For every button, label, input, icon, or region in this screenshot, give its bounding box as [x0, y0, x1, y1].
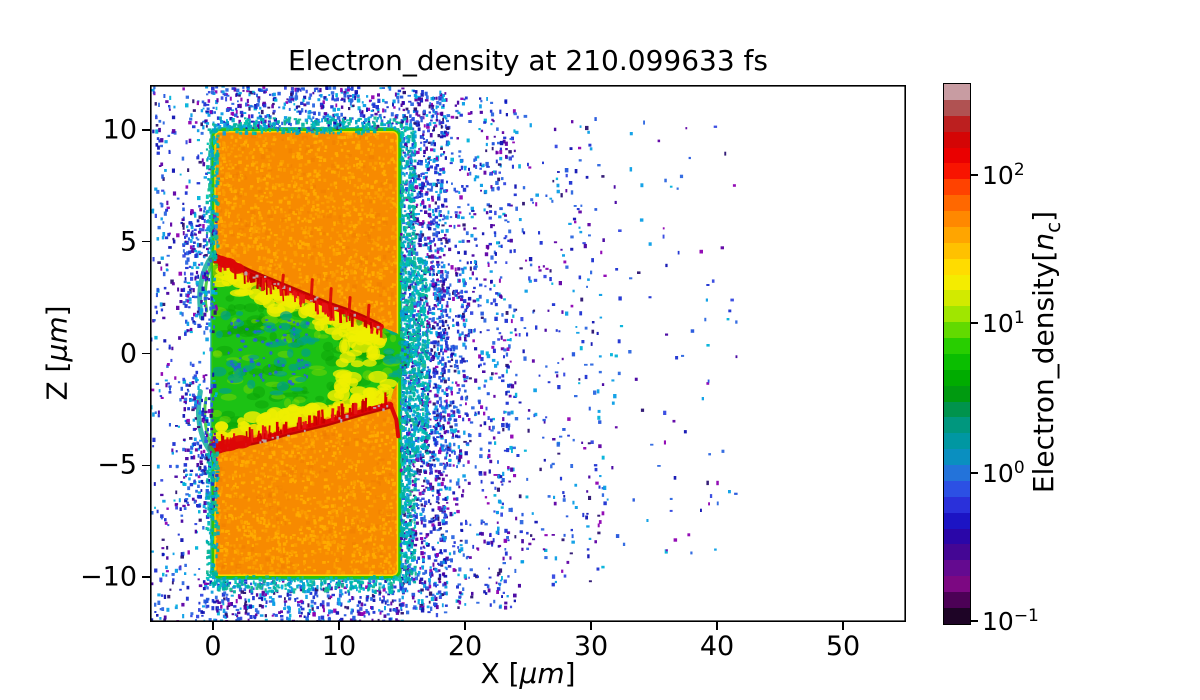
x-tick-mark	[212, 622, 214, 630]
colorbar-band	[944, 99, 970, 116]
scatter-field-16	[205, 451, 220, 583]
colorbar-band	[944, 338, 970, 354]
y-tick-label: −5	[97, 449, 137, 481]
colorbar-band	[944, 179, 970, 196]
scatter-field-13	[399, 126, 418, 267]
scatter-field-18	[209, 575, 404, 594]
colorbar-band	[944, 385, 970, 402]
colorbar-band	[944, 195, 970, 211]
colorbar-band	[944, 480, 970, 497]
y-tick-mark	[142, 128, 150, 131]
colorbar-band	[944, 163, 970, 180]
y-tick-mark	[142, 352, 150, 355]
scatter-field-14	[399, 443, 418, 585]
y-tick-label: −10	[80, 561, 137, 593]
y-tick-label: 0	[119, 338, 137, 369]
x-tick-mark	[464, 622, 466, 630]
scatter-field-3	[606, 120, 738, 555]
colorbar-label: Electron_density[nc]	[1027, 210, 1065, 494]
scatter-field-10	[181, 209, 218, 335]
y-axis-label-name: Z	[40, 381, 74, 401]
y-axis-label: Z [μm]	[40, 305, 74, 401]
x-tick-label: 30	[573, 631, 609, 662]
colorbar-band	[944, 560, 970, 577]
colorbar-band	[944, 242, 970, 259]
scatter-field-17	[209, 116, 408, 137]
colorbar-band	[944, 544, 970, 561]
colorbar-band	[944, 84, 970, 100]
colorbar-tick-label: 101	[982, 307, 1025, 339]
x-tick-mark	[338, 622, 340, 630]
colorbar-band	[944, 433, 970, 450]
colorbar-tick-label: 100	[982, 457, 1025, 489]
colorbar-band	[944, 306, 970, 323]
colorbar-band	[944, 258, 970, 275]
colorbar-band	[944, 369, 970, 386]
plot-canvas	[150, 85, 906, 622]
colorbar-band	[944, 496, 970, 513]
x-tick-mark	[590, 622, 592, 630]
colorbar-band	[944, 576, 970, 592]
x-axis-label: X [μm]	[480, 657, 576, 690]
y-tick-mark	[142, 240, 150, 243]
scatter-field-2	[516, 114, 607, 588]
scatter-field-12	[399, 257, 431, 455]
x-tick-mark	[842, 622, 844, 630]
x-tick-label: 0	[204, 631, 222, 662]
colorbar-band	[944, 528, 970, 545]
colorbar-label-symbol: n	[1027, 232, 1061, 251]
axes-frame	[150, 85, 906, 622]
colorbar-band	[944, 147, 970, 164]
scatter-field-15	[205, 126, 220, 260]
colorbar-band	[944, 512, 970, 529]
colorbar-band	[944, 131, 970, 148]
x-tick-label: 10	[321, 631, 357, 662]
colorbar	[943, 83, 971, 625]
y-tick-mark	[142, 464, 150, 467]
colorbar-band	[944, 353, 970, 370]
colorbar-band	[944, 465, 970, 481]
colorbar-tick-mark	[971, 322, 978, 324]
colorbar-band	[944, 211, 970, 227]
colorbar-band	[944, 417, 970, 434]
x-tick-label: 40	[699, 631, 735, 662]
y-tick-mark	[142, 576, 150, 579]
scatter-field-8	[151, 566, 209, 622]
colorbar-band	[944, 290, 970, 307]
colorbar-band	[944, 226, 970, 243]
colorbar-tick-label: 10−1	[982, 605, 1039, 637]
scatter-field-6	[150, 143, 216, 570]
colorbar-band	[944, 115, 970, 132]
colorbar-band	[944, 322, 970, 338]
colorbar-band	[944, 592, 970, 608]
x-axis-unit: μm	[519, 657, 565, 690]
colorbar-tick-mark	[971, 174, 978, 176]
colorbar-tick-mark	[971, 620, 978, 622]
x-tick-label: 20	[447, 631, 483, 662]
x-tick-mark	[716, 622, 718, 630]
x-tick-label: 50	[825, 631, 861, 662]
plot-title: Electron_density at 210.099633 fs	[287, 44, 769, 77]
scatter-field-7	[151, 85, 210, 145]
y-axis-unit: μm	[40, 316, 74, 362]
x-axis-label-name: X	[480, 657, 500, 690]
y-tick-label: 10	[102, 114, 137, 146]
compression-ridges	[207, 252, 401, 455]
colorbar-band	[944, 401, 970, 418]
colorbar-band	[944, 274, 970, 291]
colorbar-tick-label: 102	[982, 159, 1025, 191]
y-tick-label: 5	[119, 226, 137, 258]
colorbar-tick-mark	[971, 472, 978, 474]
colorbar-band	[944, 449, 970, 465]
scatter-field-1	[446, 96, 519, 610]
colorbar-band	[944, 607, 970, 624]
